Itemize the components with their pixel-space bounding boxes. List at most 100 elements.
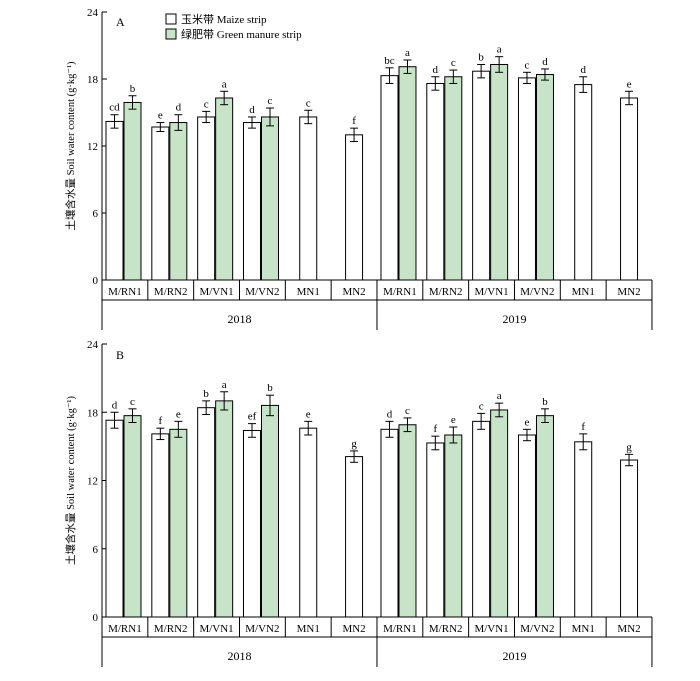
group-label: M/RN2 — [154, 286, 188, 298]
year-label: 2018 — [227, 312, 251, 326]
significance-letter: b — [267, 382, 273, 394]
y-tick-label: 6 — [93, 544, 99, 556]
chart-panel-a: 0 6 12 18 24 土壤含水量 Soil water content (g·kg⁻¹… — [64, 7, 653, 330]
significance-letter: e — [627, 78, 632, 90]
green-manure-bar — [444, 434, 463, 618]
maize-bar — [517, 77, 536, 281]
legend-green-manure-swatch — [165, 28, 177, 40]
significance-letter: b — [130, 83, 136, 95]
significance-letter: b — [203, 388, 209, 400]
significance-letter: a — [405, 47, 410, 59]
year-label: 2018 — [227, 649, 251, 663]
green-manure-bar — [398, 66, 417, 281]
panel-label: B — [116, 348, 124, 362]
significance-letter: c — [130, 396, 135, 408]
maize-bar — [299, 116, 318, 281]
maize-bar — [472, 70, 491, 281]
maize-bar — [151, 126, 170, 281]
green-manure-bar — [535, 415, 554, 618]
green-manure-bar — [490, 409, 509, 618]
significance-letter: d — [249, 104, 255, 116]
green-manure-bar — [169, 428, 188, 618]
maize-bar — [574, 84, 593, 281]
green-manure-bar — [490, 63, 509, 281]
significance-letter: c — [405, 405, 410, 417]
green-manure-bar — [123, 101, 142, 281]
group-label: M/RN1 — [383, 286, 417, 298]
group-label: MN2 — [617, 623, 640, 635]
significance-letter: a — [222, 379, 227, 391]
group-label: M/VN2 — [245, 623, 279, 635]
significance-letter: b — [478, 51, 484, 63]
maize-bar — [472, 420, 491, 618]
green-manure-bar — [215, 97, 234, 281]
significance-letter: d — [433, 64, 439, 76]
legend-green-manure-label: 绿肥带 Green manure strip — [181, 27, 302, 41]
significance-letter: f — [433, 423, 437, 435]
y-tick-label: 6 — [93, 208, 99, 220]
maize-bar — [574, 441, 593, 618]
group-label: M/RN2 — [429, 286, 463, 298]
group-label: MN2 — [342, 286, 365, 298]
significance-letter: e — [176, 408, 181, 420]
y-tick-label: 24 — [87, 339, 99, 351]
maize-bar — [242, 429, 261, 618]
significance-letter: e — [525, 416, 530, 428]
maize-bar — [151, 433, 170, 618]
y-axis-label: 土壤含水量 Soil water content (g·kg⁻¹) — [64, 395, 77, 565]
green-manure-bar — [535, 74, 554, 281]
y-tick-label: 24 — [87, 7, 99, 19]
significance-letter: g — [626, 441, 632, 453]
maize-bar — [426, 442, 445, 618]
significance-letter: d — [580, 64, 586, 76]
green-manure-bar — [260, 404, 279, 618]
year-label: 2019 — [502, 312, 526, 326]
group-label: M/VN1 — [199, 623, 233, 635]
significance-letter: f — [352, 115, 356, 127]
significance-letter: d — [542, 56, 548, 68]
significance-letter: c — [479, 400, 484, 412]
significance-letter: c — [204, 98, 209, 110]
maize-bar — [345, 134, 364, 281]
significance-letter: c — [306, 97, 311, 109]
group-label: M/RN1 — [108, 623, 142, 635]
maize-bar — [105, 419, 124, 618]
group-label: MN1 — [297, 623, 320, 635]
green-manure-bar — [260, 116, 279, 281]
y-tick-label: 12 — [87, 476, 98, 488]
group-label: M/VN1 — [474, 623, 508, 635]
green-manure-bar — [444, 76, 463, 281]
group-label: M/VN2 — [520, 623, 554, 635]
significance-letter: a — [222, 78, 227, 90]
significance-letter: a — [497, 44, 502, 56]
significance-letter: c — [451, 57, 456, 69]
significance-letter: e — [158, 110, 163, 122]
maize-bar — [299, 427, 318, 618]
group-label: MN1 — [297, 286, 320, 298]
significance-letter: d — [176, 102, 182, 114]
group-label: M/VN1 — [474, 286, 508, 298]
green-manure-bar — [123, 415, 142, 618]
significance-letter: c — [268, 95, 273, 107]
group-label: MN2 — [342, 623, 365, 635]
significance-letter: bc — [384, 55, 395, 67]
group-label: MN2 — [617, 286, 640, 298]
green-manure-bar — [215, 400, 234, 618]
y-tick-label: 18 — [87, 74, 99, 86]
maize-bar — [380, 75, 399, 281]
significance-letter: e — [306, 408, 311, 420]
chart-panel-b: 0 6 12 18 24 土壤含水量 Soil water content (g·kg⁻¹… — [64, 339, 653, 667]
significance-letter: cd — [109, 102, 120, 114]
significance-letter: c — [525, 59, 530, 71]
legend-maize-label: 玉米带 Maize strip — [181, 13, 267, 26]
maize-bar — [620, 459, 639, 618]
significance-letter: b — [542, 396, 548, 408]
legend-maize-swatch — [165, 13, 177, 25]
green-manure-bar — [169, 122, 188, 281]
maize-bar — [380, 428, 399, 618]
group-label: M/RN1 — [383, 623, 417, 635]
maize-bar — [517, 434, 536, 618]
panel-label: A — [116, 15, 125, 29]
group-label: M/RN1 — [108, 286, 142, 298]
